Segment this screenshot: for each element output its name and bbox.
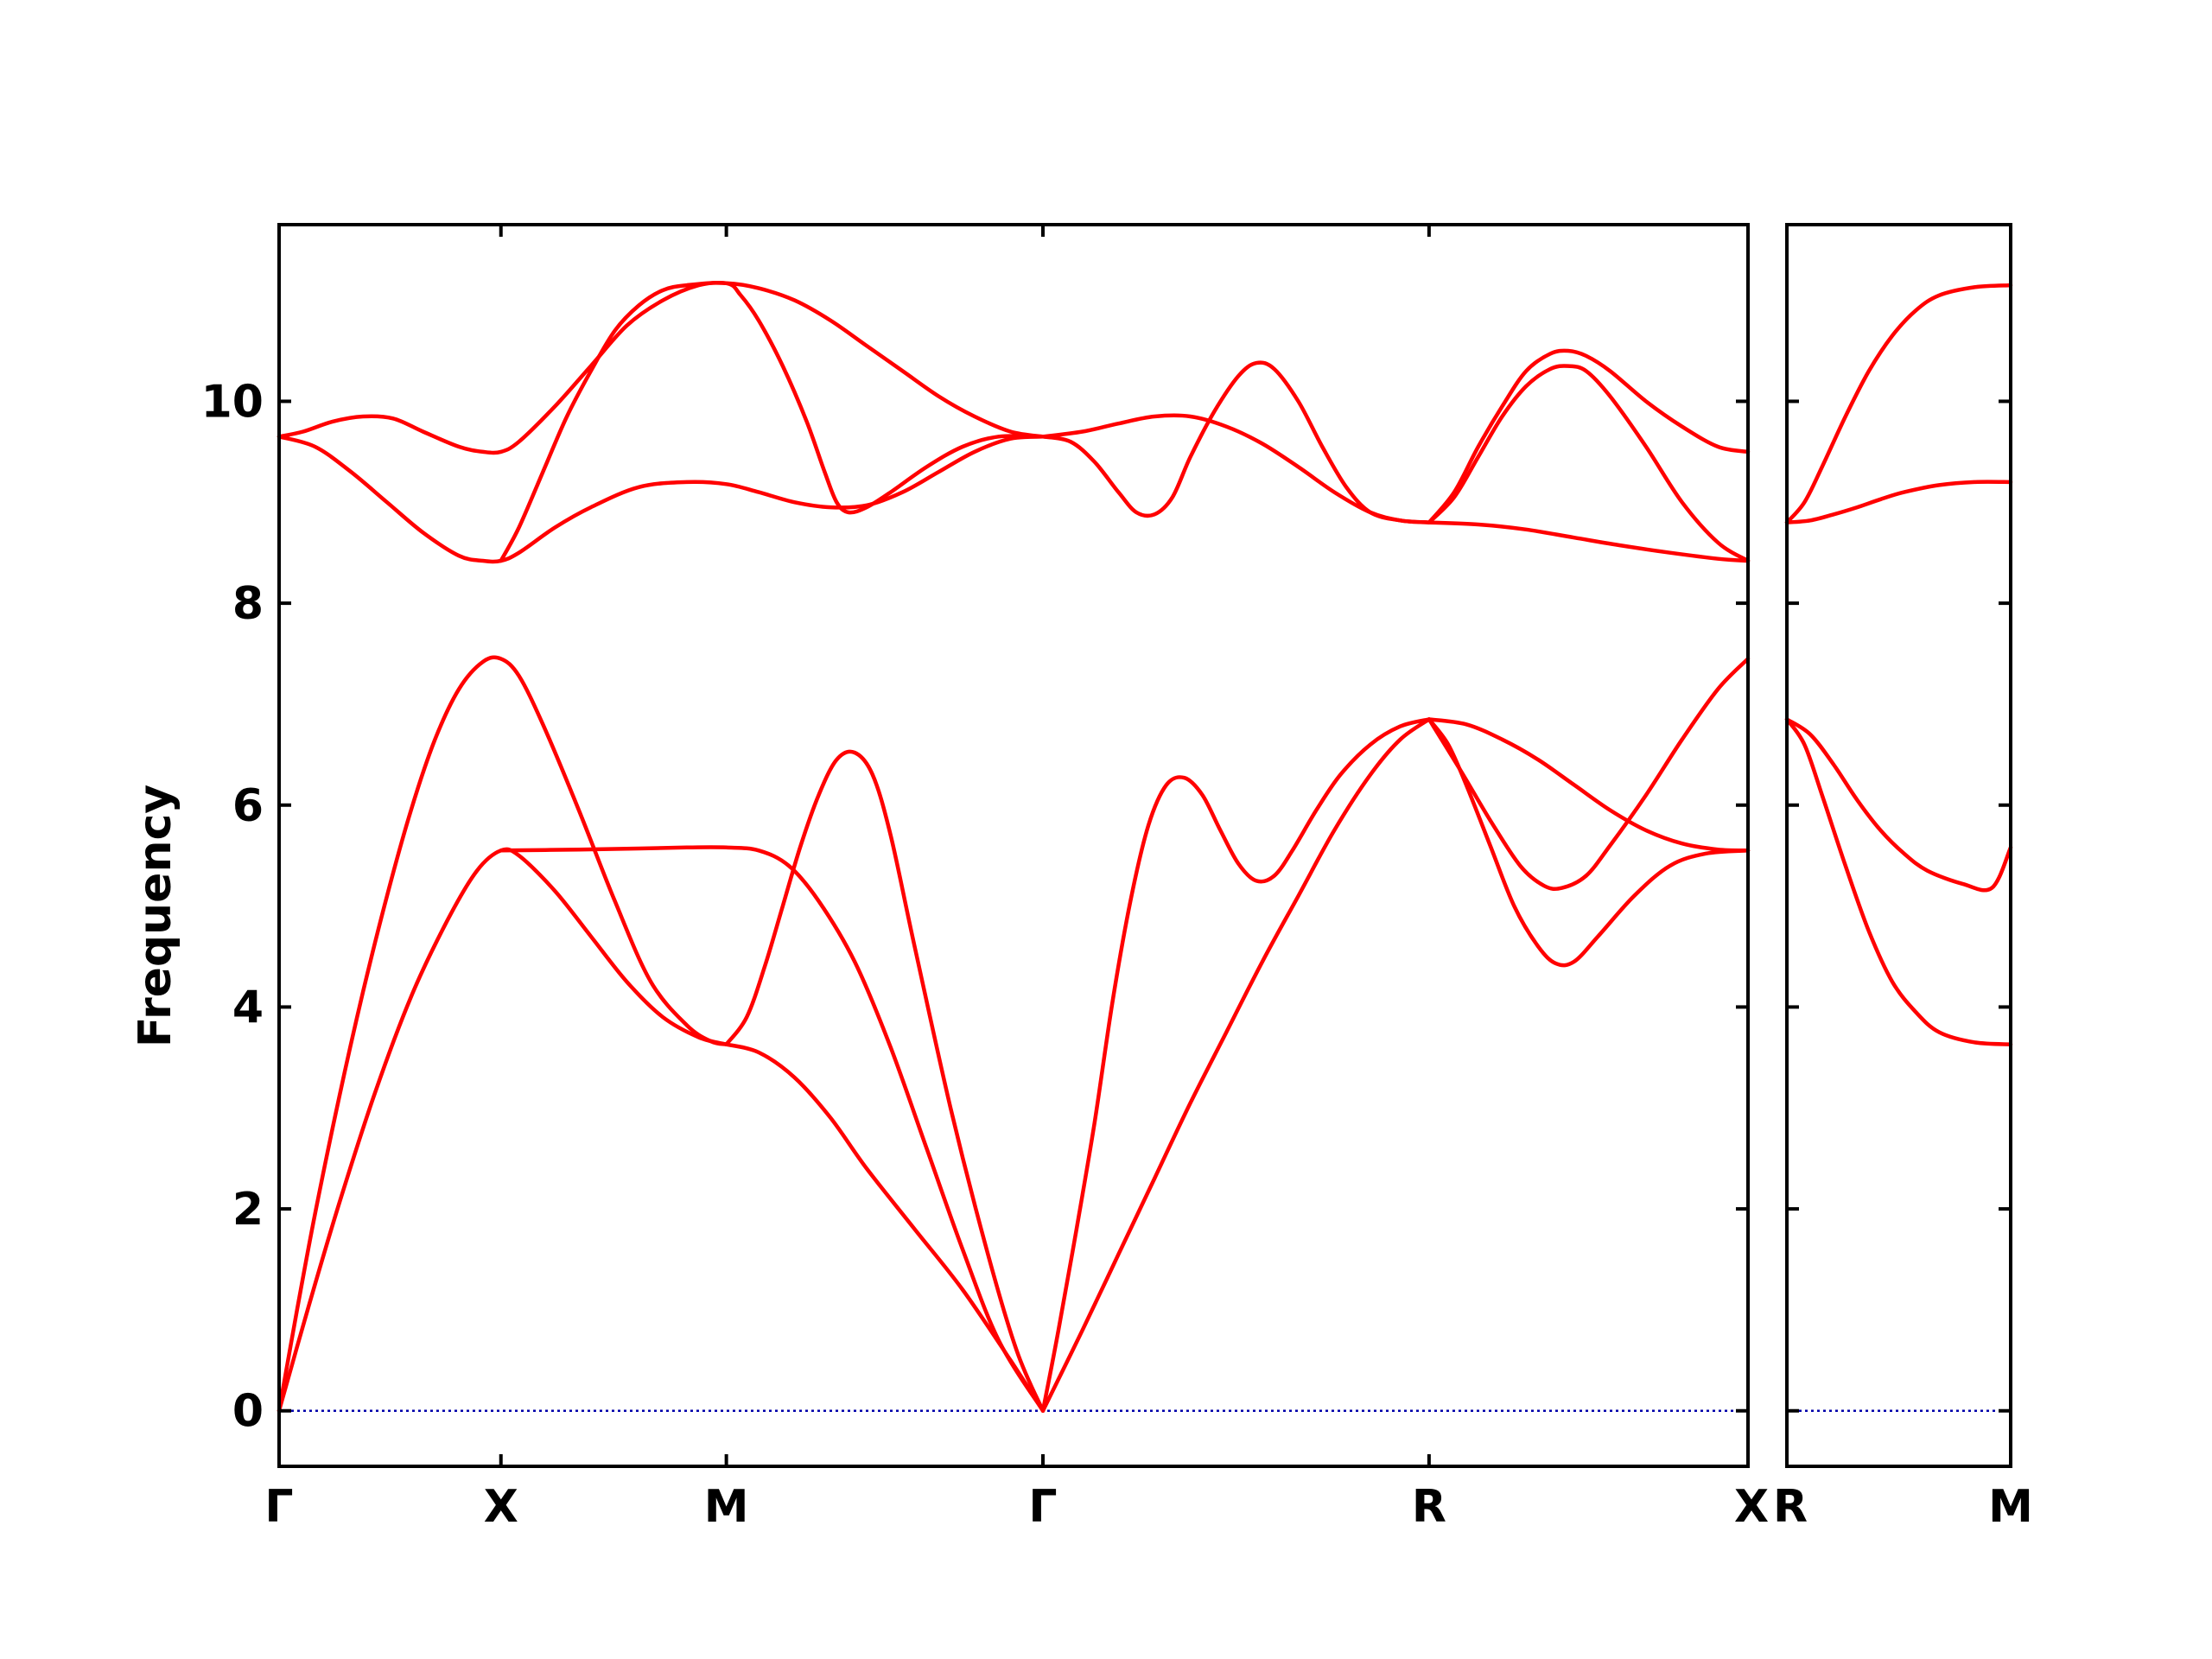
- band-line-9: [1427, 657, 1751, 892]
- band-line-11: [276, 281, 1046, 455]
- band-line-17: [1427, 364, 1751, 563]
- band-line-3: [499, 845, 1046, 1413]
- band-line-4: [724, 749, 1046, 1413]
- y-tick-label: 10: [201, 376, 264, 428]
- y-tick-label: 8: [232, 578, 264, 630]
- band-line-10: [1427, 717, 1751, 853]
- band-line-18: [1427, 520, 1751, 563]
- x-tick-label: M: [704, 1481, 749, 1533]
- band-line-4: [1784, 283, 2013, 524]
- y-tick-label: 0: [232, 1386, 264, 1438]
- x-tick-label: X: [484, 1481, 518, 1533]
- band-line-2: [1784, 717, 2013, 1046]
- x-tick-label: R: [1412, 1481, 1446, 1533]
- plot-frame: [1785, 223, 2012, 1468]
- band-line-16: [1427, 348, 1751, 524]
- y-tick-label: 4: [232, 982, 264, 1033]
- band-line-12: [276, 435, 1046, 564]
- band-line-2: [276, 847, 728, 1413]
- y-axis: 0 2 4 6 8 10: [201, 376, 264, 1437]
- y-tick-label: 6: [232, 780, 264, 832]
- band-line-13: [499, 280, 1046, 563]
- band-line-8: [1427, 717, 1751, 968]
- x-tick-label: Γ: [1028, 1481, 1057, 1533]
- y-axis-label: Frequency: [130, 785, 181, 1047]
- x-tick-label: M: [1988, 1481, 2033, 1533]
- band-line-1: [1784, 717, 2013, 893]
- x-tick-label: Γ: [264, 1481, 293, 1533]
- band-line-5: [724, 1042, 1046, 1413]
- band-line-1: [276, 655, 728, 1413]
- y-tick-label: 2: [232, 1184, 264, 1236]
- band-line-3: [1784, 480, 2013, 524]
- band-line-15: [1040, 360, 1432, 524]
- band-line-6: [1040, 717, 1432, 1413]
- x-tick-label: X: [1734, 1481, 1769, 1533]
- x-tick-label: R: [1773, 1481, 1808, 1533]
- band-line-7: [1040, 717, 1432, 1413]
- plot-frame: [277, 223, 1750, 1468]
